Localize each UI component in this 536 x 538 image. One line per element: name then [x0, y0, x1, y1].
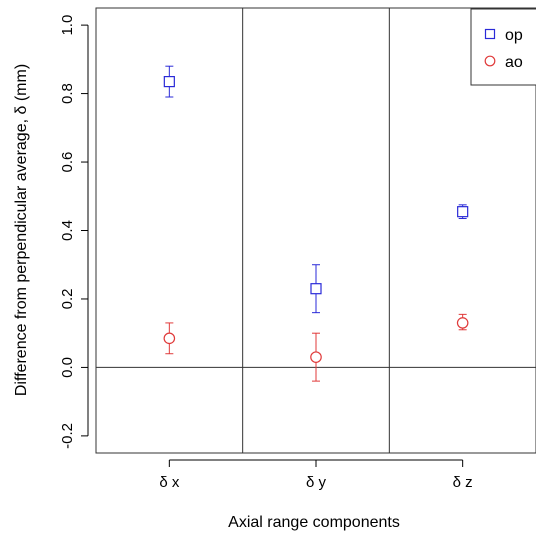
x-tick-label: δ y [306, 474, 327, 491]
y-tick-label: 0.8 [59, 83, 76, 104]
legend-label-ao: ao [505, 54, 523, 71]
data-point-op [163, 75, 175, 88]
series-group [163, 65, 469, 382]
x-axis-label: Axial range components [228, 514, 400, 531]
x-tick-label: δ z [453, 474, 473, 491]
y-tick-label: 0.6 [59, 152, 76, 173]
y-tick-label: 0.0 [59, 357, 76, 378]
data-point-ao [163, 332, 176, 345]
y-tick-label: 1.0 [59, 15, 76, 36]
y-tick-label: 0.2 [59, 289, 76, 310]
y-tick-label: 0.4 [59, 220, 76, 241]
y-axis-label: Difference from perpendicular average, δ… [13, 64, 30, 396]
x-tick-label: δ x [159, 474, 180, 491]
data-point-ao [456, 317, 469, 329]
legend-marker-ao [484, 55, 496, 67]
legend-box [470, 8, 536, 86]
data-point-op [457, 206, 469, 218]
legend: op ao [470, 8, 536, 86]
y-tick-label: -0.2 [59, 423, 76, 449]
legend-label-op: op [505, 27, 523, 44]
plot-panels [95, 7, 536, 454]
data-point-op [310, 283, 322, 295]
data-point-ao [310, 351, 322, 363]
y-axis: -0.2 0.0 0.2 0.4 0.6 0.8 1.0 [59, 15, 89, 449]
plot-frame [95, 7, 536, 454]
legend-marker-op [484, 28, 496, 40]
